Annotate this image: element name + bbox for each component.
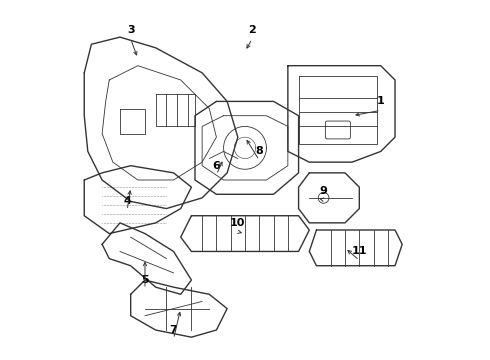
Text: 3: 3 <box>127 25 134 35</box>
Text: 8: 8 <box>255 147 263 157</box>
Text: 9: 9 <box>319 186 327 196</box>
Text: 10: 10 <box>230 218 245 228</box>
Text: 5: 5 <box>141 275 149 285</box>
Text: 6: 6 <box>213 161 220 171</box>
Text: 11: 11 <box>351 247 367 256</box>
Text: 7: 7 <box>170 325 177 335</box>
Text: 2: 2 <box>248 25 256 35</box>
Text: 1: 1 <box>377 96 385 107</box>
Text: 4: 4 <box>123 197 131 206</box>
